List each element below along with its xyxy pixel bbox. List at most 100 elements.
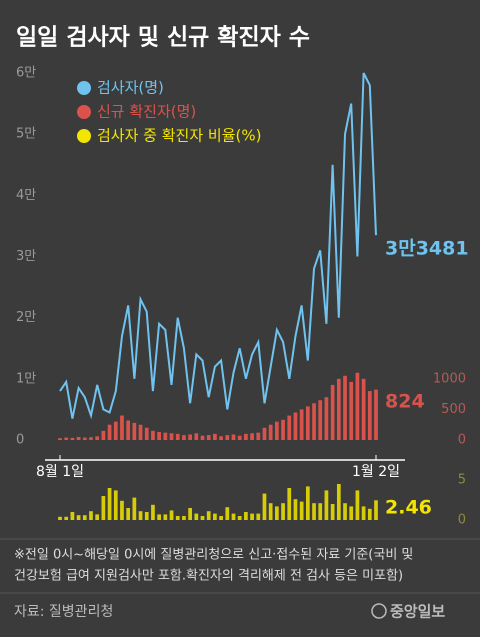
y-tick-label: 4만 <box>16 188 36 203</box>
bar <box>70 437 75 440</box>
bar <box>225 435 230 440</box>
bar <box>305 486 310 520</box>
y2-tick-label: 0 <box>458 433 466 448</box>
bar <box>138 511 143 520</box>
line <box>59 72 377 420</box>
value-label: 3만3481 <box>385 238 469 260</box>
bar <box>126 420 131 440</box>
bar <box>349 381 354 440</box>
bar <box>374 389 378 440</box>
bar <box>336 484 341 520</box>
bar <box>287 488 292 520</box>
bar <box>213 433 217 440</box>
y-tick-label: 6만 <box>16 66 36 81</box>
bar <box>374 500 378 520</box>
bar <box>219 436 223 440</box>
bar <box>299 501 304 520</box>
bar <box>256 432 261 440</box>
bar <box>82 437 87 440</box>
bar <box>244 433 248 440</box>
legend-marker <box>77 129 91 143</box>
bar <box>312 403 316 440</box>
bar <box>120 500 124 520</box>
bar <box>169 433 174 440</box>
bar <box>132 422 137 440</box>
bar <box>268 503 273 520</box>
bar <box>58 438 62 440</box>
bar <box>95 436 100 440</box>
x-tick-label: 1월 2일 <box>352 464 400 480</box>
bar <box>182 516 186 520</box>
bar <box>336 378 341 440</box>
bar <box>132 497 137 520</box>
bar <box>126 508 131 520</box>
bar <box>76 436 81 440</box>
bar <box>256 513 261 520</box>
bar <box>163 514 168 520</box>
bar <box>175 516 180 520</box>
bar <box>206 435 211 440</box>
bar <box>237 516 242 520</box>
bar <box>355 490 360 520</box>
bar <box>262 427 267 440</box>
bar <box>157 432 161 440</box>
bar <box>275 421 279 440</box>
bar <box>182 435 186 440</box>
bar <box>95 514 100 520</box>
bar <box>200 435 205 440</box>
bar <box>355 372 360 440</box>
footnote: ※전일 0시~해당일 0시에 질병관리청으로 신고·접수된 자료 기준(국비 및 <box>14 548 413 563</box>
bar <box>194 513 199 520</box>
bar <box>58 516 62 520</box>
legend-label: 검사자 중 확진자 비율(%) <box>97 127 261 145</box>
bar <box>293 412 298 440</box>
bar <box>70 512 75 520</box>
bar <box>330 384 335 440</box>
y-tick-label: 2만 <box>16 310 36 325</box>
bar <box>268 424 273 440</box>
bar <box>275 506 279 520</box>
y-tick-label: 1만 <box>16 371 36 386</box>
bar <box>113 421 118 440</box>
bar <box>281 503 285 520</box>
bar <box>250 513 254 520</box>
bar <box>157 514 161 520</box>
bar <box>64 437 69 440</box>
bar <box>113 490 118 520</box>
bar <box>343 375 347 440</box>
bar <box>367 391 372 440</box>
bar <box>89 511 93 520</box>
bar <box>188 434 192 440</box>
bar <box>169 510 174 520</box>
bar <box>151 504 155 520</box>
y-tick-label: 5만 <box>16 127 36 142</box>
x-tick-label: 8월 1일 <box>36 464 84 480</box>
bar <box>151 430 155 440</box>
logo-icon <box>371 603 387 619</box>
legend-marker <box>77 81 91 95</box>
y-tick-label: 5 <box>458 473 466 488</box>
bar <box>299 409 304 440</box>
y2-tick-label: 1000 <box>433 371 466 386</box>
bar <box>330 504 335 520</box>
bar <box>89 437 93 440</box>
bar <box>244 512 248 520</box>
bar <box>194 433 199 440</box>
bar <box>120 415 124 440</box>
bar <box>175 433 180 440</box>
bar <box>349 506 354 520</box>
bar <box>361 378 366 440</box>
bar <box>281 419 285 440</box>
value-label: 2.46 <box>385 497 432 519</box>
bar <box>64 516 69 520</box>
bar <box>144 512 149 520</box>
legend-marker <box>77 105 91 119</box>
chart-title: 일일 검사자 및 신규 확진자 수 <box>16 25 310 51</box>
bar <box>107 424 112 440</box>
bar <box>312 503 316 520</box>
legend-label: 검사자(명) <box>97 79 164 97</box>
bar <box>367 508 372 520</box>
bar <box>250 433 254 440</box>
bar <box>138 424 143 440</box>
